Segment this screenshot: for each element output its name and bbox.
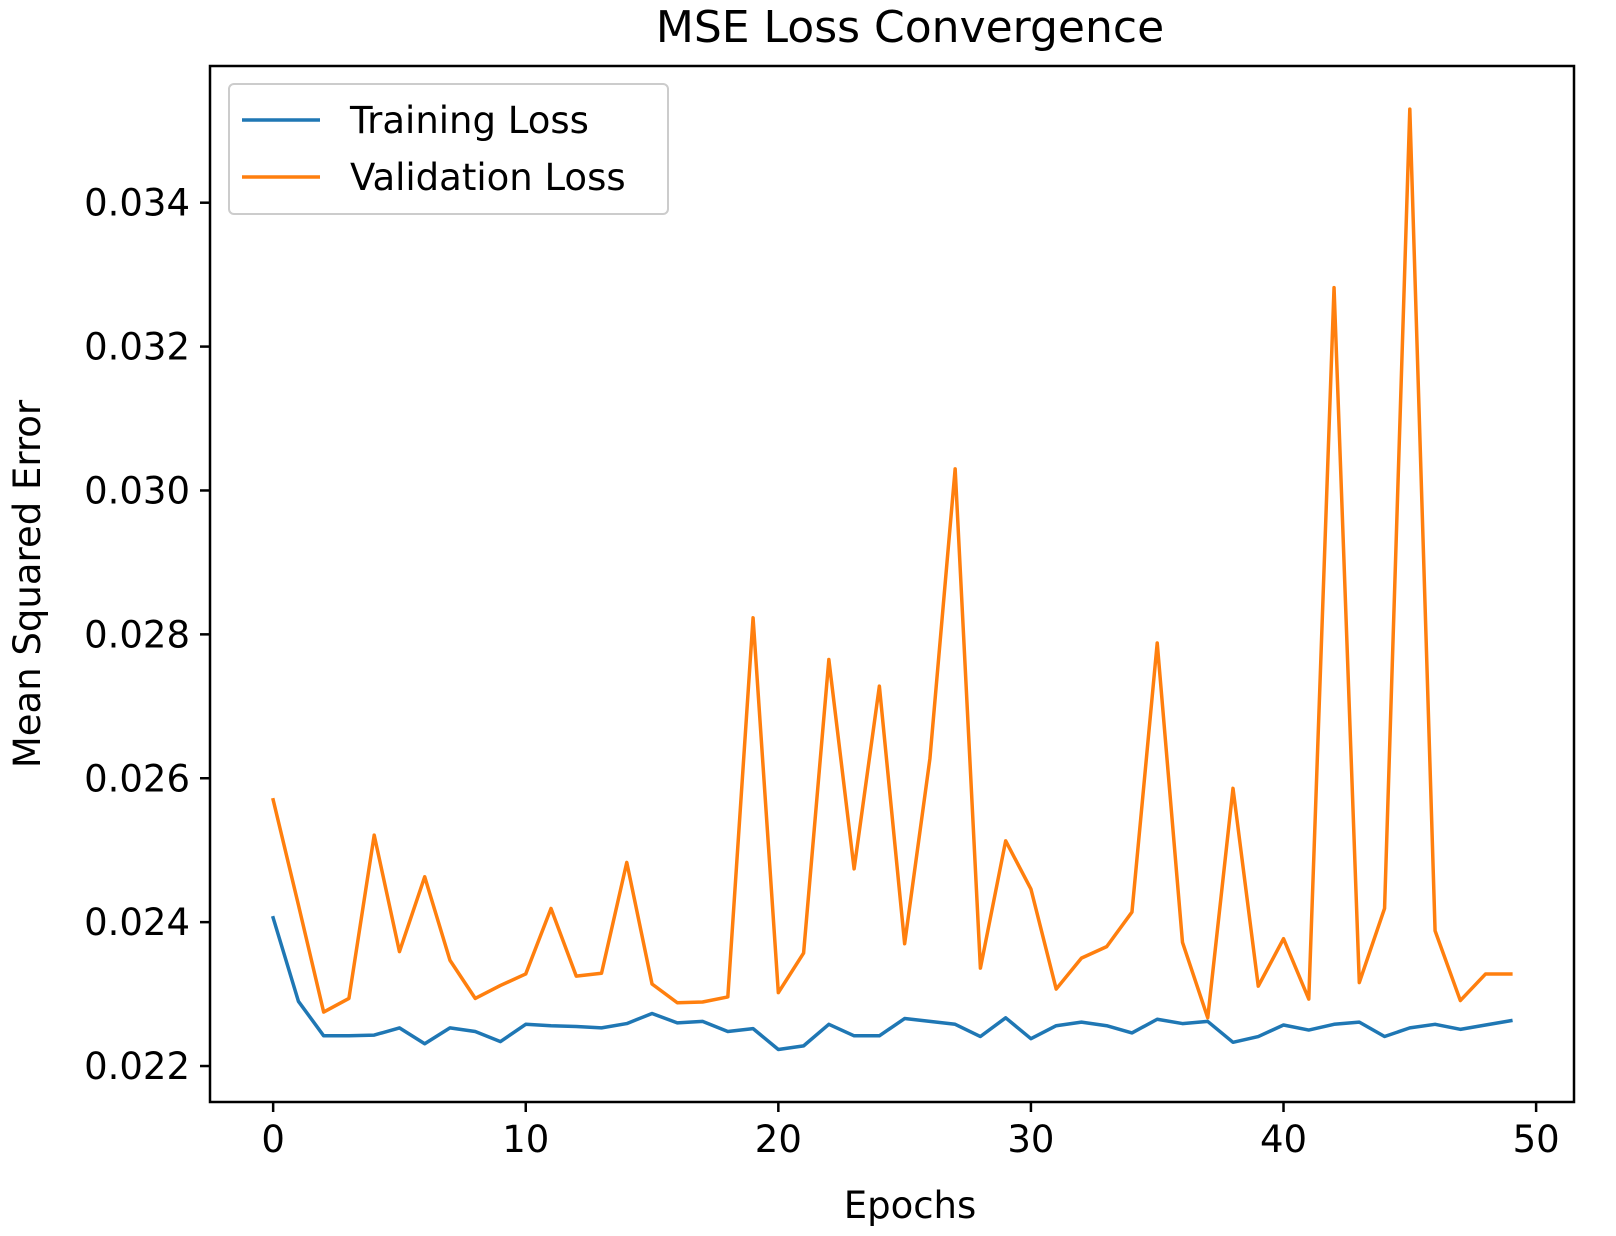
- y-tick-label: 0.022: [84, 1045, 190, 1088]
- x-tick-label: 20: [755, 1118, 802, 1161]
- legend-label: Validation Loss: [350, 156, 626, 199]
- legend: Training Loss Validation Loss: [228, 83, 669, 215]
- y-tick-label: 0.032: [84, 326, 190, 369]
- x-axis-ticks: 0 10 20 30 40 50: [261, 1102, 1560, 1161]
- chart-title: MSE Loss Convergence: [656, 2, 1164, 53]
- y-tick-label: 0.026: [84, 757, 190, 800]
- x-tick-label: 50: [1513, 1118, 1560, 1161]
- legend-label: Training Loss: [349, 99, 589, 142]
- x-tick-label: 0: [261, 1118, 285, 1161]
- y-axis-label: Mean Squared Error: [6, 399, 49, 768]
- series-group: [270, 107, 1513, 1052]
- series-line-training-loss: [270, 915, 1513, 1052]
- x-tick-label: 10: [502, 1118, 549, 1161]
- legend-box: [228, 83, 669, 215]
- plot-area-frame: [208, 64, 1576, 1104]
- y-tick-label: 0.030: [84, 469, 190, 512]
- y-tick-label: 0.024: [84, 901, 190, 944]
- y-axis-ticks: 0.022 0.024 0.026 0.028 0.030 0.032 0.034: [84, 182, 210, 1088]
- series-line-validation-loss: [271, 107, 1513, 1020]
- x-tick-label: 30: [1007, 1118, 1054, 1161]
- y-tick-label: 0.028: [84, 613, 190, 656]
- x-axis-label: Epochs: [844, 1184, 977, 1227]
- x-tick-label: 40: [1260, 1118, 1307, 1161]
- y-tick-label: 0.034: [84, 182, 190, 225]
